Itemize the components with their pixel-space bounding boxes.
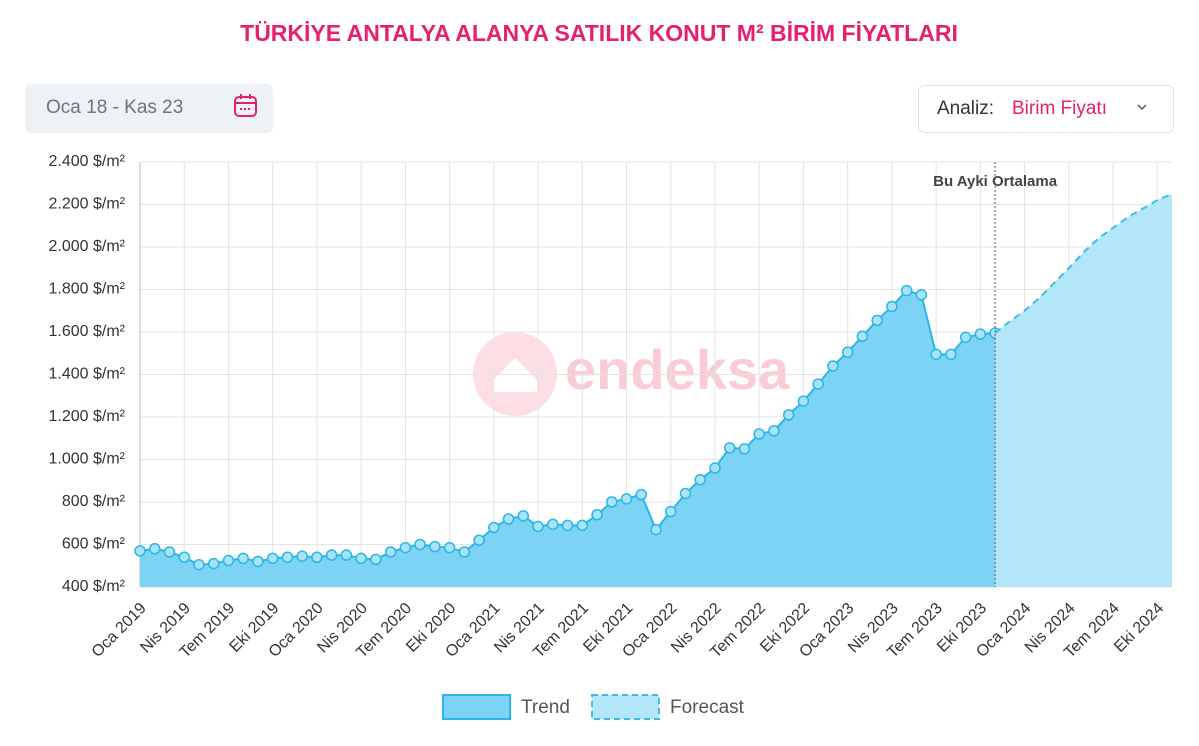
legend-label: Forecast xyxy=(670,697,745,718)
point xyxy=(488,521,500,534)
x-tick-label: Oca 2019 xyxy=(89,600,150,661)
x-tick-label: Eki 2024 xyxy=(1111,600,1167,656)
point xyxy=(443,541,456,554)
point xyxy=(606,496,618,508)
point xyxy=(650,523,662,536)
point xyxy=(370,553,382,566)
point xyxy=(620,493,633,505)
point xyxy=(561,519,574,532)
point xyxy=(473,534,485,546)
point xyxy=(532,520,544,533)
y-tick-label: 600 $/m² xyxy=(62,536,126,553)
point xyxy=(134,545,146,557)
legend-item[interactable]: Trend xyxy=(442,694,570,720)
point xyxy=(517,510,530,522)
point xyxy=(930,348,942,361)
point xyxy=(384,546,397,558)
point xyxy=(635,488,648,501)
point xyxy=(355,552,367,565)
legend-swatch xyxy=(591,694,660,720)
point xyxy=(252,555,264,568)
analysis-label[interactable]: Analiz: xyxy=(937,98,994,119)
point xyxy=(266,552,279,565)
line xyxy=(994,192,1173,334)
watermark: endeksa xyxy=(565,338,790,401)
point xyxy=(340,549,353,561)
point xyxy=(311,551,323,563)
y-tick-label: 400 $/m² xyxy=(62,578,126,595)
calendar-icon[interactable] xyxy=(234,94,257,117)
point xyxy=(797,395,810,407)
area-fill xyxy=(995,193,1172,587)
point xyxy=(945,348,957,361)
y-tick-label: 2.400 $/m² xyxy=(49,153,126,170)
point xyxy=(723,442,736,454)
point xyxy=(856,330,869,342)
point xyxy=(738,443,751,455)
point xyxy=(886,300,898,313)
point xyxy=(694,473,706,486)
point xyxy=(664,505,677,518)
y-tick-label: 2.200 $/m² xyxy=(49,196,126,213)
point xyxy=(502,513,515,525)
point xyxy=(871,314,883,327)
point xyxy=(296,550,308,562)
date-box[interactable] xyxy=(25,84,273,133)
y-tick-label: 1.600 $/m² xyxy=(49,323,126,340)
point xyxy=(237,552,249,565)
point xyxy=(222,554,235,567)
point xyxy=(429,540,441,553)
y-tick-label: 1.400 $/m² xyxy=(49,366,126,383)
point xyxy=(768,425,780,437)
point xyxy=(414,538,426,551)
point xyxy=(709,462,721,474)
date-picker[interactable]: Oca 18 - Kas 23 xyxy=(25,84,273,133)
point xyxy=(458,546,471,558)
y-tick-label: 2.000 $/m² xyxy=(49,238,126,255)
y-tick-label: 1.800 $/m² xyxy=(49,281,126,298)
point xyxy=(812,378,824,390)
dropdown-box[interactable] xyxy=(918,85,1174,133)
point xyxy=(841,346,854,358)
point xyxy=(193,558,205,571)
y-tick-label: 1.000 $/m² xyxy=(49,451,126,468)
point xyxy=(974,328,987,340)
point xyxy=(148,543,161,555)
point xyxy=(178,551,190,563)
point xyxy=(325,549,338,561)
area-fill xyxy=(140,290,996,587)
y-tick-label: 1.200 $/m² xyxy=(49,408,126,425)
point xyxy=(576,519,589,532)
y-tick-label: 800 $/m² xyxy=(62,493,126,510)
point xyxy=(547,518,559,531)
point xyxy=(281,551,294,563)
point xyxy=(900,284,913,297)
point xyxy=(679,487,692,500)
point xyxy=(753,428,765,440)
point xyxy=(915,289,928,301)
point xyxy=(399,541,412,554)
analysis-dropdown[interactable]: Analiz: Birim Fiyatı xyxy=(918,85,1174,133)
chevron[interactable] xyxy=(1137,104,1147,111)
annotation: Bu Ayki Ortalama xyxy=(933,173,1058,190)
point xyxy=(782,409,795,421)
legend-swatch xyxy=(442,694,511,720)
point xyxy=(827,360,839,372)
point xyxy=(163,546,176,558)
point xyxy=(959,331,972,344)
point xyxy=(207,557,220,570)
legend-item[interactable]: Forecast xyxy=(591,694,745,720)
point xyxy=(591,509,603,521)
date-range[interactable]: Oca 18 - Kas 23 xyxy=(46,97,183,118)
chart-title: TÜRKİYE ANTALYA ALANYA SATILIK KONUT M² … xyxy=(240,20,958,46)
analysis-value[interactable]: Birim Fiyatı xyxy=(1012,98,1107,119)
legend-label: Trend xyxy=(521,697,570,718)
